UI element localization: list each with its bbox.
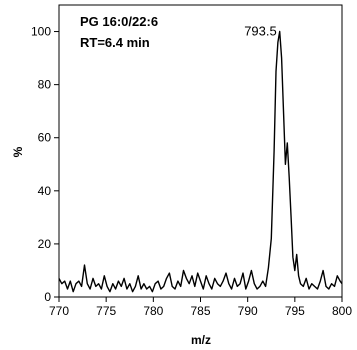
spectrum-line	[58, 30, 343, 293]
x-tick-label: 780	[143, 304, 163, 318]
x-axis: 770 775 780 785 790 795 800	[49, 297, 352, 318]
y-tick-label: 20	[38, 237, 52, 251]
x-tick-label: 775	[96, 304, 116, 318]
inset-title-line-2: RT=6.4 min	[80, 35, 150, 50]
peak-label: 793.5	[244, 24, 277, 39]
y-axis: 0 20 40 60 80 100	[31, 25, 59, 304]
x-tick-label: 800	[332, 304, 352, 318]
y-tick-label: 40	[38, 184, 52, 198]
y-axis-title: %	[11, 146, 25, 157]
x-tick-label: 795	[285, 304, 305, 318]
inset-title-line-1: PG 16:0/22:6	[80, 14, 158, 29]
y-tick-label: 0	[44, 290, 51, 304]
x-tick-label: 785	[190, 304, 210, 318]
x-tick-label: 770	[49, 304, 69, 318]
y-tick-label: 60	[38, 131, 52, 145]
y-tick-label: 100	[31, 25, 51, 39]
x-tick-label: 790	[238, 304, 258, 318]
x-axis-title: m/z	[191, 333, 211, 347]
y-tick-label: 80	[38, 78, 52, 92]
